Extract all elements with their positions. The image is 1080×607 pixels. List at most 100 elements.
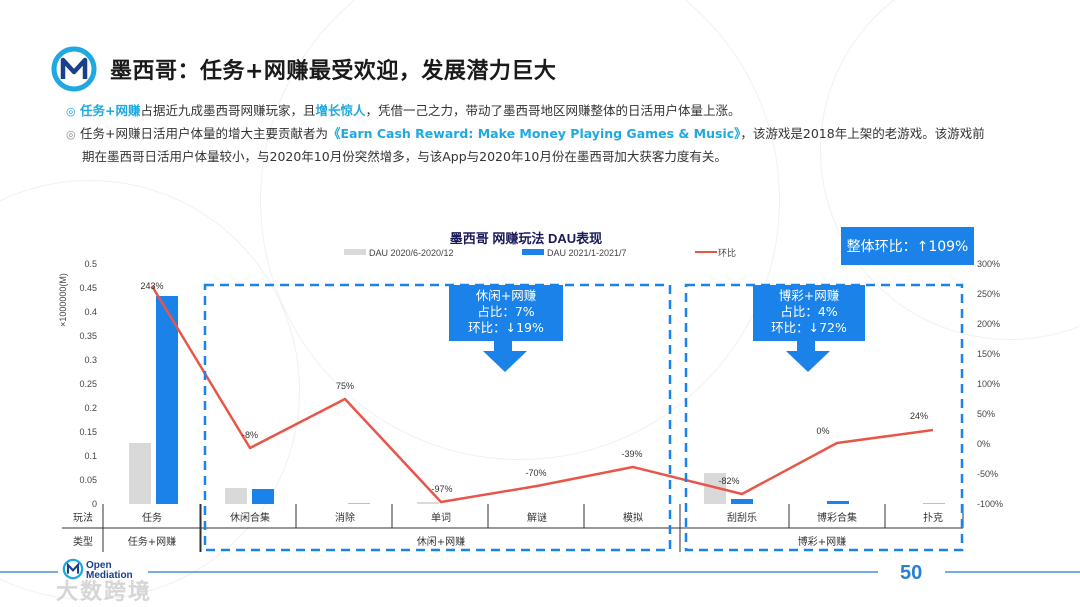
chart-title: 墨西哥 网赚玩法 DAU表现 (450, 231, 602, 246)
callout-line: 占比：7% (477, 304, 535, 319)
y2-axis-ticks: -100% -50% 0% 50% 100% 150% 200% 250% 30… (977, 259, 1003, 509)
y2-tick: 0% (977, 439, 990, 449)
category-label: 扑克 (923, 511, 943, 524)
data-label: -97% (431, 484, 452, 494)
openmediation-logo-icon (51, 46, 97, 92)
callout-line: 占比：4% (780, 304, 838, 319)
page-number: 50 (900, 562, 923, 584)
bullet-2: ◎ 任务+网赚日活用户体量的增大主要贡献者为《Earn Cash Reward: … (66, 123, 986, 146)
bullet-text: ，凭借一己之力，带动了墨西哥地区网赚整体的日活用户体量上涨。 (365, 103, 741, 118)
bar (129, 443, 151, 504)
legend-swatch-2021 (522, 249, 544, 255)
bullet-text: ，该游戏是2018年上架的老游戏。该游戏前 (740, 126, 985, 141)
data-label: -82% (718, 476, 739, 486)
data-label: 0% (816, 426, 829, 436)
row-header-gameplay: 玩法 (73, 511, 93, 524)
y-tick: 0.15 (79, 427, 97, 437)
callout-line: 环比：↓72% (771, 320, 847, 335)
y2-tick: 200% (977, 319, 1000, 329)
page-title: 墨西哥：任务+网赚最受欢迎，发展潜力巨大 (110, 59, 557, 84)
data-label: 75% (336, 381, 354, 391)
category-table (62, 504, 964, 552)
highlight-text: 任务+网赚 (80, 103, 141, 118)
casual-arrow-icon (483, 340, 527, 372)
data-label: -8% (242, 430, 258, 440)
y-tick: 0.2 (84, 403, 97, 413)
y2-tick: 150% (977, 349, 1000, 359)
brand-line: Mediation (86, 570, 133, 581)
bar (827, 501, 849, 504)
category-label: 博彩合集 (817, 511, 857, 524)
watermark: 大数跨境 (56, 580, 153, 605)
y-tick: 0.05 (79, 475, 97, 485)
callout-line: 博彩+网赚 (778, 288, 840, 303)
group-label: 博彩+网赚 (798, 535, 846, 548)
y-tick: 0.5 (84, 259, 97, 269)
bar (923, 503, 945, 504)
category-labels: 玩法 类型 任务 休闲合集 消除 单词 解谜 模拟 刮刮乐 博彩合集 扑克 任务… (73, 511, 943, 548)
category-label: 刮刮乐 (727, 511, 757, 524)
bar (225, 488, 247, 504)
legend-label-mom: 环比 (718, 247, 736, 258)
y-axis-ticks: 0 0.05 0.1 0.15 0.2 0.25 0.3 0.35 0.4 0.… (79, 259, 97, 509)
callout-line: 休闲+网赚 (475, 288, 537, 303)
y2-tick: 250% (977, 289, 1000, 299)
brand-line: Open (86, 560, 112, 571)
category-label: 任务 (142, 511, 162, 524)
gambling-arrow-icon (786, 340, 830, 372)
legend-label-2021: DAU 2021/1-2021/7 (547, 248, 627, 258)
y2-tick: -50% (977, 469, 998, 479)
highlight-text: 增长惊人 (315, 103, 366, 118)
bullet-2-continuation: 期在墨西哥日活用户体量较小，与2020年10月份突然增多，与该App与2020年… (82, 149, 727, 164)
callout-line: 环比：↓19% (468, 320, 544, 335)
category-label: 消除 (335, 511, 355, 524)
mom-labels: 243% -8% 75% -97% -70% -39% -82% 0% 24% (140, 281, 928, 494)
y2-tick: -100% (977, 499, 1003, 509)
y-tick: 0.3 (84, 355, 97, 365)
bullet-1: ◎ 任务+网赚占据近九成墨西哥网赚玩家，且增长惊人，凭借一己之力，带动了墨西哥地区… (66, 100, 986, 123)
y-tick: 0.25 (79, 379, 97, 389)
legend-label-2020: DAU 2020/6-2020/12 (369, 248, 454, 258)
y-tick: 0.35 (79, 331, 97, 341)
chart-legend: DAU 2020/6-2020/12 DAU 2021/1-2021/7 环比 (344, 247, 736, 258)
y-tick: 0.4 (84, 307, 97, 317)
group-label: 休闲+网赚 (417, 535, 465, 548)
data-label: 24% (910, 411, 928, 421)
openmediation-footer-logo-icon (62, 558, 84, 580)
legend-swatch-2020 (344, 249, 366, 255)
bullet-icon: ◎ (66, 128, 76, 141)
bar (731, 499, 753, 504)
y-axis-label: ×1000000(M) (58, 273, 68, 327)
gambling-callout: 博彩+网赚 占比：4% 环比：↓72% (753, 285, 865, 341)
y2-tick: 50% (977, 409, 995, 419)
row-header-type: 类型 (73, 535, 93, 548)
summary-bullets: ◎ 任务+网赚占据近九成墨西哥网赚玩家，且增长惊人，凭借一己之力，带动了墨西哥地区… (66, 100, 986, 168)
y-tick: 0 (92, 499, 97, 509)
bar (348, 503, 370, 504)
data-label: -39% (621, 449, 642, 459)
bullet-text: 占据近九成墨西哥网赚玩家，且 (140, 103, 316, 118)
bar (156, 296, 178, 504)
bullet-text: 任务+网赚日活用户体量的增大主要贡献者为 (80, 126, 328, 141)
y2-tick: 100% (977, 379, 1000, 389)
app-name-highlight: 《Earn Cash Reward: Make Money Playing Ga… (327, 126, 741, 141)
category-label: 休闲合集 (230, 511, 270, 524)
category-label: 模拟 (623, 511, 643, 524)
casual-group-box (203, 283, 672, 552)
casual-callout: 休闲+网赚 占比：7% 环比：↓19% (449, 285, 563, 341)
y-tick: 0.45 (79, 283, 97, 293)
data-label: 243% (140, 281, 163, 291)
group-label: 任务+网赚 (128, 535, 176, 548)
mom-line (150, 285, 934, 504)
footer-brand: Open Mediation (86, 561, 133, 581)
category-label: 解谜 (527, 511, 547, 524)
data-label: -70% (525, 468, 546, 478)
category-label: 单词 (431, 512, 451, 524)
y-tick: 0.1 (84, 451, 97, 461)
bars-2021 (156, 296, 945, 504)
total-mom-badge: 整体环比：↑109% (841, 227, 974, 265)
y2-tick: 300% (977, 259, 1000, 269)
bar (417, 502, 439, 504)
bar (252, 489, 274, 504)
